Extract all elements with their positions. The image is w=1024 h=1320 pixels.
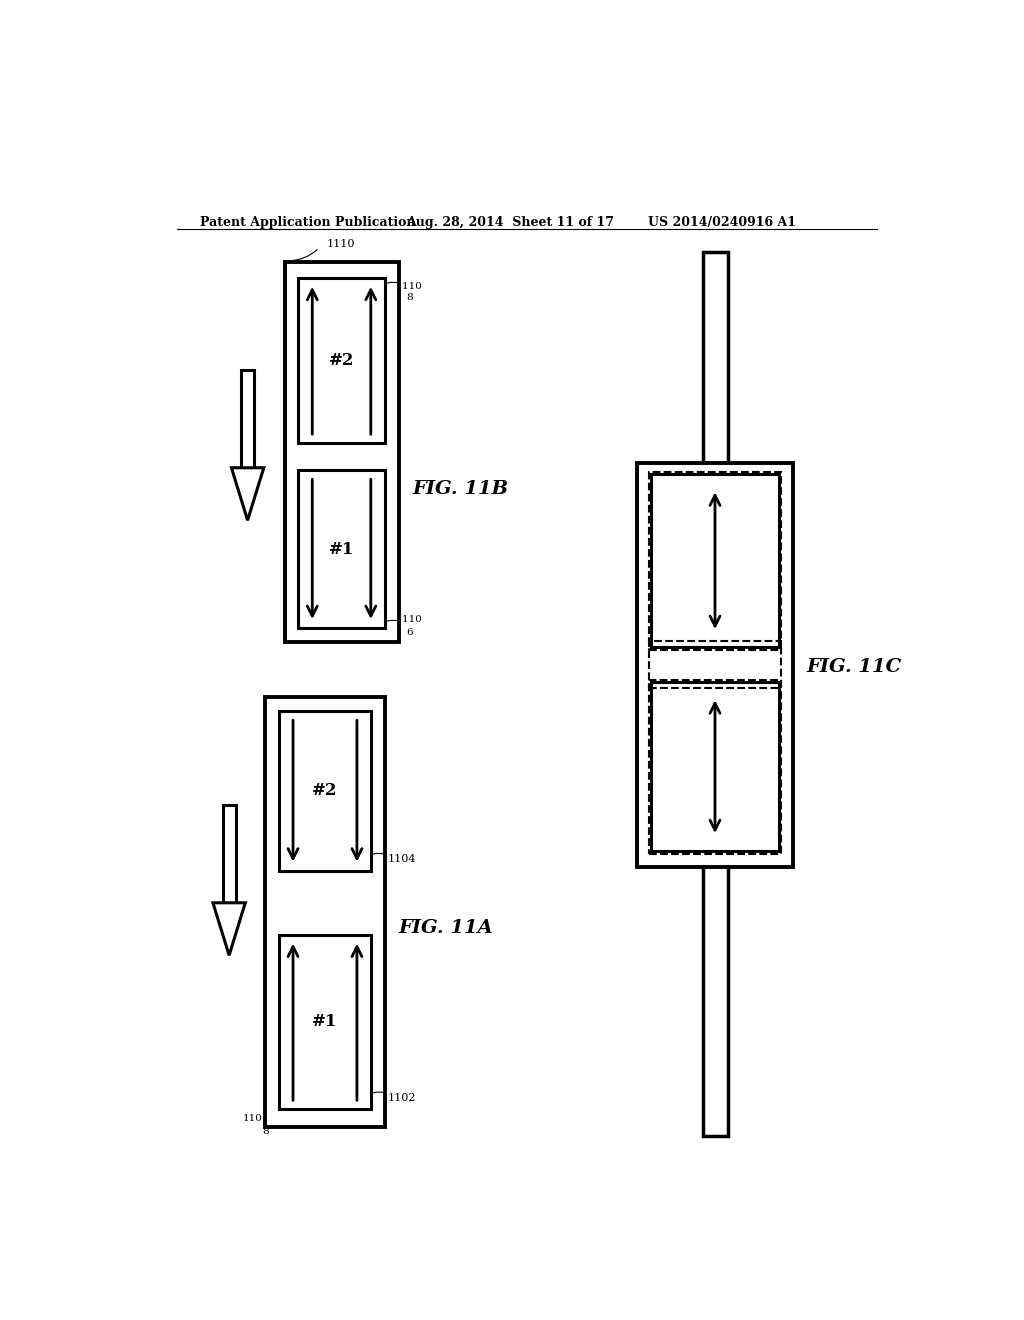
Text: 1104: 1104 [388, 854, 416, 865]
Bar [298, 277, 385, 444]
Text: FIG. 11B: FIG. 11B [413, 480, 509, 499]
Bar [637, 462, 793, 867]
Text: Aug. 28, 2014  Sheet 11 of 17: Aug. 28, 2014 Sheet 11 of 17 [407, 216, 614, 230]
Polygon shape [213, 903, 246, 956]
Bar [649, 642, 781, 688]
Polygon shape [222, 805, 236, 903]
Text: #2: #2 [329, 352, 354, 370]
Text: 1⁠10: 1⁠10 [401, 615, 422, 624]
Polygon shape [231, 467, 264, 520]
Text: Patent Application Publication: Patent Application Publication [200, 216, 416, 230]
Text: 8: 8 [262, 1127, 268, 1137]
Bar [649, 471, 781, 649]
Bar [651, 474, 779, 647]
Bar [280, 935, 371, 1109]
Text: 6: 6 [407, 628, 413, 638]
Bar [651, 682, 779, 851]
Bar [265, 697, 385, 1127]
Text: 1⁠10: 1⁠10 [401, 281, 422, 290]
Bar [285, 263, 398, 642]
Text: US 2014/0240916 A1: US 2014/0240916 A1 [648, 216, 796, 230]
Text: #2: #2 [312, 783, 338, 800]
Bar [649, 680, 781, 854]
Text: 1102: 1102 [388, 1093, 416, 1102]
Text: #1: #1 [329, 541, 354, 557]
Bar [703, 252, 728, 1137]
Text: FIG. 11C: FIG. 11C [807, 657, 902, 676]
Bar [280, 711, 371, 871]
Text: FIG. 11A: FIG. 11A [398, 920, 494, 937]
Text: 8: 8 [407, 293, 413, 302]
Text: #1: #1 [312, 1014, 338, 1031]
Polygon shape [241, 370, 254, 467]
Text: 110: 110 [243, 1114, 262, 1123]
Bar [298, 470, 385, 628]
Text: 1110: 1110 [327, 239, 355, 249]
